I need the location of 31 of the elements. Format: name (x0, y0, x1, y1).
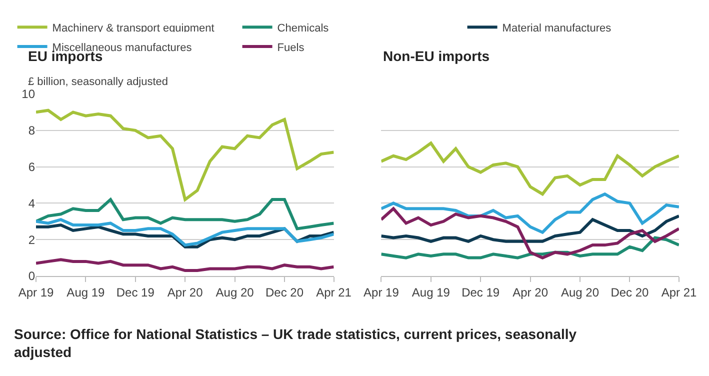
x-tick-label: Aug 19 (412, 285, 450, 300)
x-tick-label: Dec 19 (116, 285, 155, 300)
y-tick-label: 10 (22, 87, 36, 102)
x-tick-label: Aug 20 (560, 285, 600, 300)
y-tick-label: 4 (28, 196, 36, 210)
x-tick-label: Dec 20 (265, 285, 304, 300)
legend-label: Material manufactures (502, 22, 612, 34)
chart-title: Non-EU imports (383, 48, 490, 64)
legend-label: Chemicals (277, 22, 330, 34)
line-series (36, 218, 334, 247)
x-tick-label: Dec 20 (610, 285, 650, 300)
y-axis-title: £ billion, seasonally adjusted (28, 76, 168, 88)
x-tick-label: Apr 20 (167, 285, 204, 300)
x-tick-label: Apr 21 (316, 285, 352, 300)
x-tick-label: Apr 19 (364, 285, 400, 300)
line-series (36, 198, 334, 230)
x-tick-label: Apr 20 (512, 285, 548, 300)
y-tick-label: 2 (28, 232, 36, 247)
x-tick-label: Apr 19 (18, 285, 54, 300)
x-tick-label: Dec 19 (462, 285, 500, 300)
y-tick-label: 6 (28, 160, 36, 174)
line-series (36, 258, 334, 272)
legend-label: Fuels (277, 42, 305, 54)
line-series (36, 108, 334, 202)
x-tick-label: Aug 20 (216, 285, 254, 300)
y-tick-label: 0 (28, 269, 36, 284)
x-tick-label: Aug 19 (66, 285, 106, 300)
legend-label: Machinery & transport equipment (52, 22, 214, 34)
x-tick-label: Apr 21 (661, 285, 697, 300)
source-note: Source: Office for National Statistics – UK trade statistics, current prices, seasonally adjusted (14, 326, 577, 360)
y-tick-label: 8 (28, 124, 36, 138)
